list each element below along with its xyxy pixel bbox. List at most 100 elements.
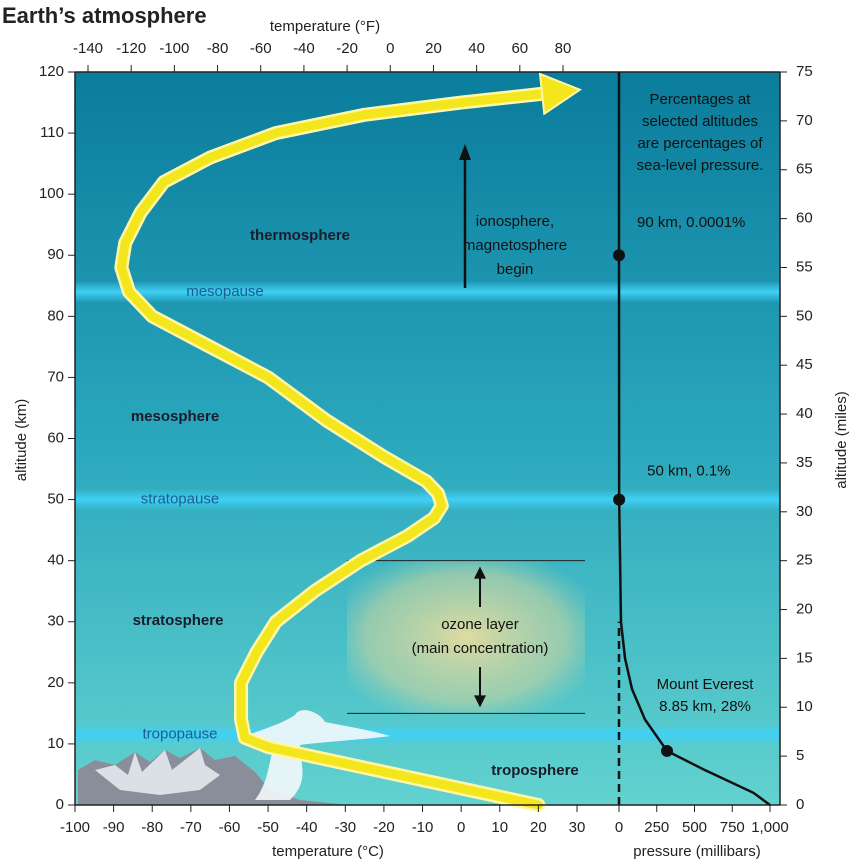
ionosphere-label: begin <box>497 261 534 278</box>
y2-tick-label: 0 <box>796 796 804 813</box>
x2-tick-label: -20 <box>336 40 358 57</box>
note-text: Percentages at <box>650 91 752 108</box>
y2-tick-label: 15 <box>796 649 813 666</box>
temperature-arrowhead <box>538 72 583 116</box>
boundary-label: mesopause <box>186 283 264 300</box>
x2-tick-label: -40 <box>293 40 315 57</box>
arrow-head <box>474 566 486 579</box>
pressure-point-label: Mount Everest <box>657 676 755 693</box>
layer-label: mesosphere <box>131 408 219 425</box>
y2-tick-label: 35 <box>796 454 813 471</box>
pressure-point <box>613 493 626 506</box>
x-tick-label: -10 <box>412 819 434 836</box>
x-tick-label: -50 <box>257 819 279 836</box>
boundary-label: stratopause <box>141 491 219 508</box>
pressure-point <box>661 744 674 757</box>
pressure-point <box>613 249 626 262</box>
y-tick-label: 20 <box>47 674 64 691</box>
y2-tick-label: 65 <box>796 161 813 178</box>
x2-tick-label: -60 <box>250 40 272 57</box>
boundary-band <box>75 280 780 303</box>
y2-tick-label: 60 <box>796 210 813 227</box>
pressure-tick-label: 500 <box>682 819 707 836</box>
pressure-curve <box>617 71 771 807</box>
pressure-point-label: 8.85 km, 28% <box>659 698 751 715</box>
x2-tick-label: 0 <box>386 40 394 57</box>
x-tick-label: -90 <box>103 819 125 836</box>
pressure-tick-label: 250 <box>644 819 669 836</box>
note-text: sea-level pressure. <box>637 157 764 174</box>
x-tick-label: -70 <box>180 819 202 836</box>
y2-tick-label: 75 <box>796 63 813 80</box>
ozone-label: (main concentration) <box>412 640 549 657</box>
y-tick-label: 30 <box>47 613 64 630</box>
pressure-point-label: 50 km, 0.1% <box>647 463 730 480</box>
y-tick-label: 110 <box>40 124 64 141</box>
ionosphere-label: magnetosphere <box>463 237 567 254</box>
y-tick-label: 10 <box>47 735 64 752</box>
pressure-tick-label: 0 <box>615 819 623 836</box>
y-tick-label: 40 <box>47 552 64 569</box>
ozone-box: ozone layer (main concentration) <box>347 560 585 714</box>
x-tick-label: -60 <box>219 819 241 836</box>
ozone-glow <box>347 560 585 714</box>
y-tick-label: 80 <box>47 307 64 324</box>
boundary-label: tropopause <box>142 726 217 743</box>
x-tick-label: -80 <box>141 819 163 836</box>
x2-tick-label: 80 <box>555 40 572 57</box>
title: Earth’s atmosphere <box>2 3 207 28</box>
x-tick-label: -40 <box>296 819 318 836</box>
x2-tick-label: 40 <box>468 40 485 57</box>
x-tick-label: -20 <box>373 819 395 836</box>
boundary-bands <box>75 280 780 746</box>
y2-tick-label: 40 <box>796 405 813 422</box>
axes: 0102030405060708090100110120051015202530… <box>13 18 850 860</box>
arrow-head <box>474 695 486 708</box>
pressure-tick-label: 1,000 <box>751 819 789 836</box>
x2-tick-label: 60 <box>511 40 528 57</box>
y-tick-label: 0 <box>56 796 64 813</box>
y2-tick-label: 25 <box>796 552 813 569</box>
y2-tick-label: 45 <box>796 356 813 373</box>
x-tick-label: 10 <box>491 819 508 836</box>
y-tick-label: 90 <box>47 246 64 263</box>
x2-tick-label: -140 <box>73 40 103 57</box>
layer-label: stratosphere <box>133 612 224 629</box>
pressure-point-label: 90 km, 0.0001% <box>637 214 745 231</box>
y2-tick-label: 50 <box>796 307 813 324</box>
y-tick-label: 60 <box>47 429 64 446</box>
pressure-tick-label: 750 <box>720 819 745 836</box>
x2-tick-label: -80 <box>207 40 229 57</box>
x-tick-label: -30 <box>334 819 356 836</box>
y2-tick-label: 5 <box>796 747 804 764</box>
plot: mesopause stratopause tropopause thermosphe… <box>114 71 771 812</box>
axis-title: temperature (°F) <box>270 18 380 35</box>
x2-tick-label: 20 <box>425 40 442 57</box>
axis-title: altitude (km) <box>13 399 30 482</box>
x-tick-label: 0 <box>457 819 465 836</box>
ionosphere-label: ionosphere, <box>476 213 554 230</box>
x-tick-label: 20 <box>530 819 547 836</box>
axis-title: temperature (°C) <box>272 843 384 860</box>
y2-tick-label: 10 <box>796 698 813 715</box>
layer-label: troposphere <box>491 762 579 779</box>
y-tick-label: 50 <box>47 491 64 508</box>
x2-tick-label: -120 <box>116 40 146 57</box>
y-tick-label: 100 <box>39 185 64 202</box>
y2-tick-label: 30 <box>796 503 813 520</box>
temperature-curve <box>116 88 551 810</box>
note-text: are percentages of <box>637 135 763 152</box>
boundary-band <box>75 488 780 511</box>
y2-tick-label: 55 <box>796 258 813 275</box>
y2-tick-label: 20 <box>796 601 813 618</box>
mountain-snow <box>95 748 220 795</box>
axis-title: pressure (millibars) <box>633 843 761 860</box>
y-tick-label: 70 <box>47 368 64 385</box>
x-tick-label: -100 <box>60 819 90 836</box>
arrow-head <box>459 144 471 160</box>
axis-title: altitude (miles) <box>833 391 850 489</box>
x2-tick-label: -100 <box>159 40 189 57</box>
y2-tick-label: 70 <box>796 112 813 129</box>
note-text: selected altitudes <box>642 113 758 130</box>
